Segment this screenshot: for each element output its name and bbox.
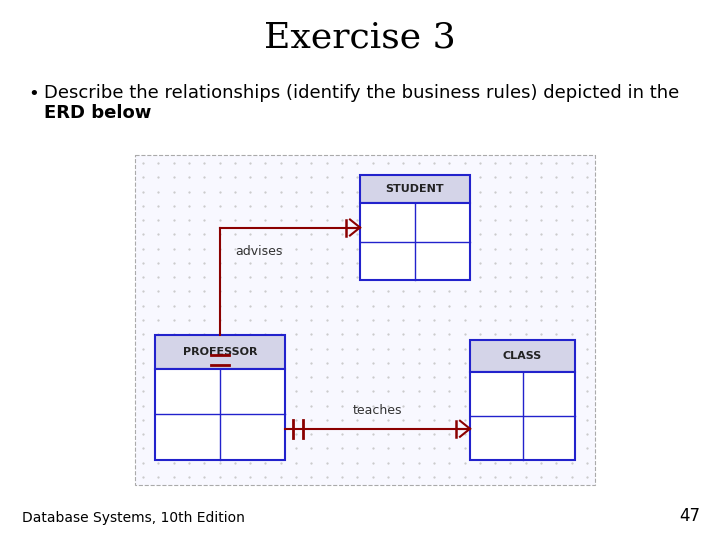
- Text: PROFESSOR: PROFESSOR: [183, 347, 257, 357]
- Text: CLASS: CLASS: [503, 351, 542, 361]
- Bar: [470, 373, 575, 460]
- Text: 47: 47: [679, 507, 700, 525]
- Text: advises: advises: [235, 245, 282, 258]
- Bar: [155, 369, 285, 460]
- Bar: [155, 335, 285, 369]
- Text: ERD below: ERD below: [44, 104, 151, 122]
- Bar: [470, 340, 575, 373]
- Text: Database Systems, 10th Edition: Database Systems, 10th Edition: [22, 511, 245, 525]
- Text: Describe the relationships (identify the business rules) depicted in the: Describe the relationships (identify the…: [44, 84, 679, 102]
- Bar: [360, 175, 470, 204]
- Bar: [135, 155, 595, 485]
- Text: teaches: teaches: [353, 404, 402, 417]
- Text: Exercise 3: Exercise 3: [264, 21, 456, 55]
- Bar: [360, 204, 470, 280]
- Text: STUDENT: STUDENT: [386, 184, 444, 194]
- Text: •: •: [28, 85, 39, 103]
